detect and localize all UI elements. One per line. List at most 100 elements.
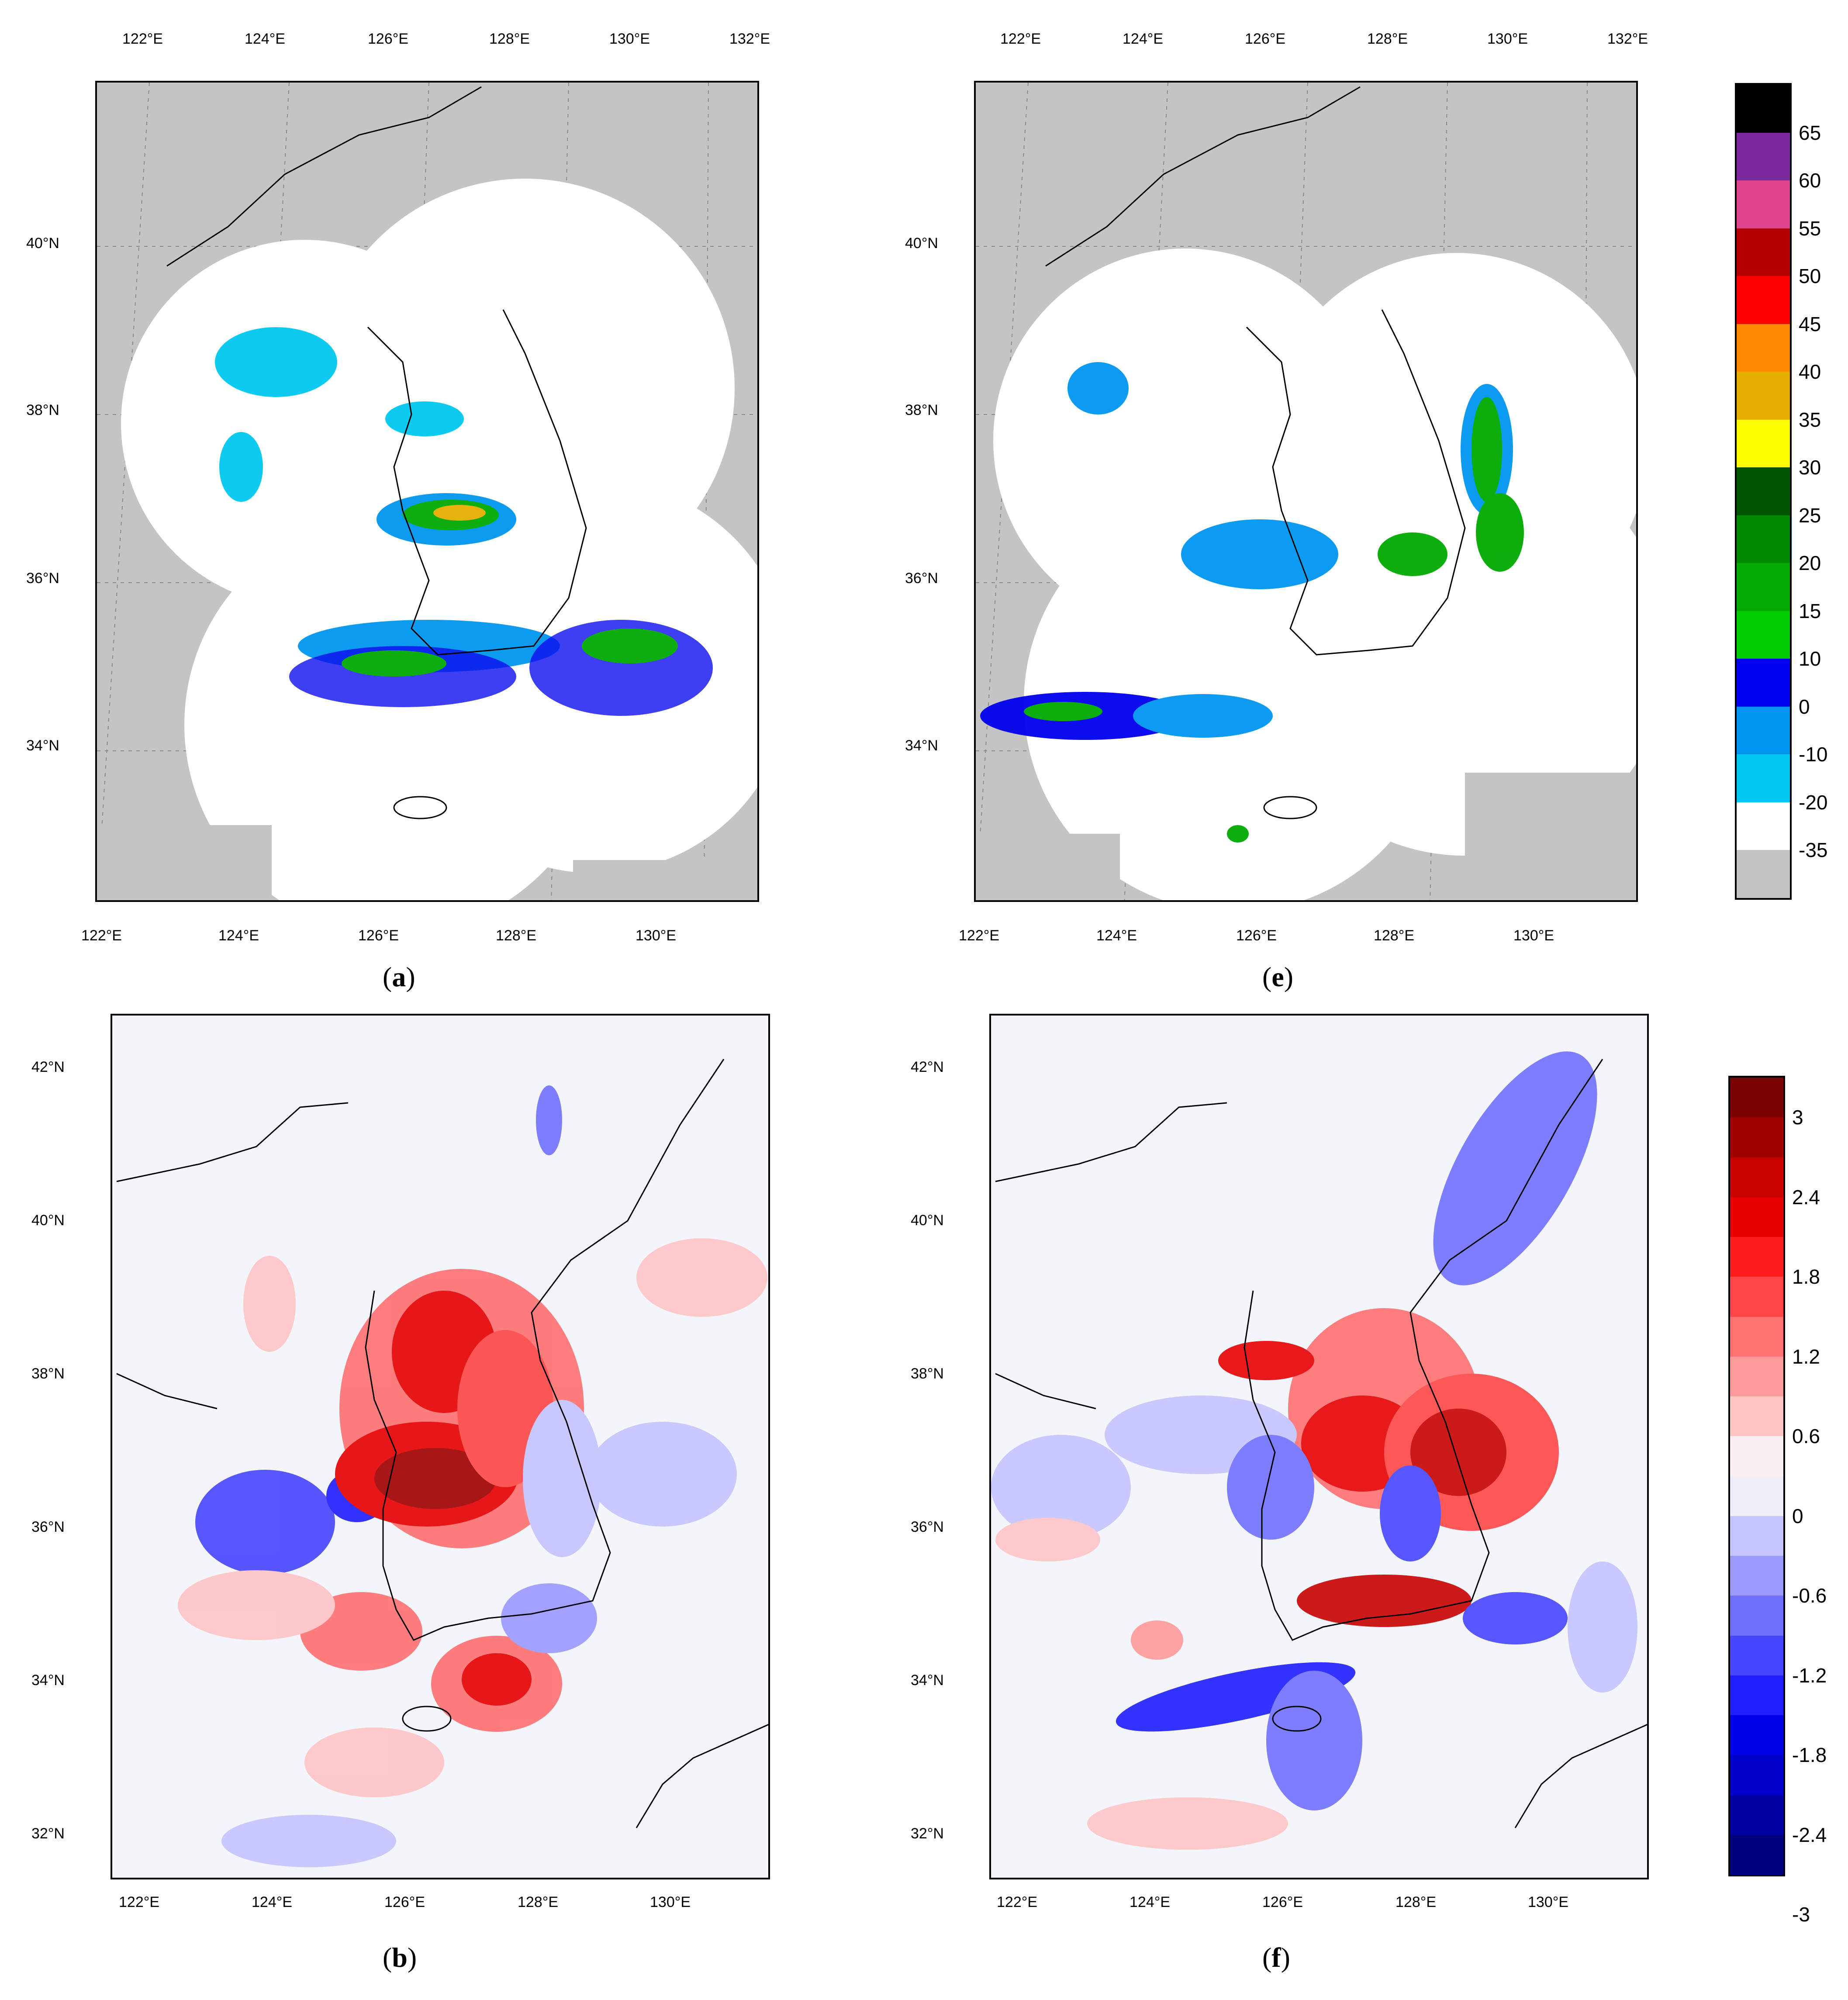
colorbar-swatch (1737, 515, 1790, 563)
colorbar-swatch (1730, 1755, 1783, 1796)
axis-lat-label: 34°N (911, 1672, 944, 1689)
axis-lon-label: 126°E (368, 31, 409, 47)
colorbar-label: -2.4 (1792, 1823, 1827, 1846)
axis-lon-label: 124°E (1123, 31, 1164, 47)
colorbar-swatch (1737, 180, 1790, 229)
axis-lon-label: 124°E (1096, 927, 1137, 944)
caption-letter: f (1271, 1942, 1281, 1973)
colorbar-label: -0.6 (1792, 1584, 1827, 1607)
caption-b: (b) (383, 1941, 417, 1974)
colorbar-swatch (1730, 1675, 1783, 1716)
caption-open: ( (383, 1942, 392, 1973)
colorbar-swatch (1737, 802, 1790, 850)
colorbar-label: 0 (1799, 695, 1810, 718)
colorbar-label: 1.8 (1792, 1265, 1820, 1288)
colorbar-swatch (1737, 659, 1790, 707)
colorbar-label: -1.2 (1792, 1664, 1827, 1687)
axis-lon-label: 122°E (1000, 31, 1041, 47)
colorbar-swatch (1737, 611, 1790, 659)
colorbar-swatch (1737, 419, 1790, 468)
axis-lon-label: 122°E (997, 1894, 1038, 1910)
colorbar-label: 35 (1799, 408, 1821, 431)
axis-lat-label: 38°N (31, 1365, 65, 1382)
axis-lat-label: 36°N (911, 1519, 944, 1535)
axis-lat-label: 36°N (31, 1519, 65, 1535)
colorbar-swatch (1730, 1834, 1783, 1875)
caption-open: ( (1262, 961, 1272, 992)
caption-close: ) (1284, 961, 1294, 992)
colorbar-swatch (1730, 1316, 1783, 1357)
colorbar-swatch (1730, 1635, 1783, 1676)
colorbar-label: 50 (1799, 265, 1821, 288)
axis-lon-label: 126°E (384, 1894, 425, 1910)
axis-lon-label: 128°E (518, 1894, 559, 1910)
colorbar-label: 2.4 (1792, 1185, 1820, 1209)
anomaly-colorbar (1728, 1076, 1785, 1876)
colorbar-swatch (1737, 228, 1790, 276)
colorbar-label: 20 (1799, 552, 1821, 575)
colorbar-swatch (1730, 1356, 1783, 1397)
caption-a: (a) (383, 961, 415, 993)
axis-lon-label: 124°E (252, 1894, 293, 1910)
panel-a-map (95, 81, 759, 902)
caption-e: (e) (1262, 961, 1293, 993)
axis-lat-label: 38°N (911, 1365, 944, 1382)
caption-open: ( (1262, 1942, 1272, 1973)
caption-letter: b (392, 1942, 408, 1973)
axis-lon-label: 130°E (636, 927, 677, 944)
colorbar-label: -35 (1799, 839, 1828, 862)
axis-lon-label: 126°E (1262, 1894, 1303, 1910)
axis-lat-label: 42°N (31, 1059, 65, 1075)
colorbar-swatch (1737, 754, 1790, 803)
colorbar-swatch (1737, 850, 1790, 898)
axis-lon-label: 124°E (245, 31, 286, 47)
axis-lon-label: 128°E (1374, 927, 1415, 944)
colorbar-swatch (1737, 372, 1790, 420)
panel-f-graphics (991, 1051, 1647, 1850)
axis-lon-label: 130°E (1513, 927, 1554, 944)
colorbar-swatch (1737, 706, 1790, 755)
axis-lon-label: 122°E (959, 927, 1000, 944)
colorbar-label: 45 (1799, 312, 1821, 335)
colorbar-label: -20 (1799, 791, 1828, 814)
colorbar-swatch (1737, 467, 1790, 516)
colorbar-swatch (1737, 563, 1790, 611)
colorbar-swatch (1730, 1476, 1783, 1516)
axis-lat-label: 32°N (31, 1825, 65, 1842)
axis-lon-label: 122°E (81, 927, 122, 944)
colorbar-swatch (1730, 1596, 1783, 1636)
colorbar-swatch (1737, 85, 1790, 133)
colorbar-swatch (1730, 1078, 1783, 1118)
colorbar-swatch (1730, 1795, 1783, 1835)
caption-close: ) (1281, 1942, 1290, 1973)
colorbar-label: 55 (1799, 217, 1821, 240)
colorbar-label: 30 (1799, 456, 1821, 479)
caption-close: ) (406, 961, 415, 992)
axis-lon-label: 128°E (496, 927, 537, 944)
colorbar-swatch (1730, 1197, 1783, 1237)
colorbar-label: 10 (1799, 647, 1821, 670)
axis-lon-label: 124°E (1130, 1894, 1171, 1910)
colorbar-label: 65 (1799, 121, 1821, 144)
colorbar-swatch (1730, 1396, 1783, 1437)
panel-e-map (974, 81, 1638, 902)
axis-lat-label: 38°N (26, 402, 59, 418)
colorbar-swatch (1730, 1277, 1783, 1317)
panel-b-map (111, 1014, 770, 1879)
colorbar-label: 15 (1799, 599, 1821, 622)
colorbar-swatch (1730, 1516, 1783, 1556)
caption-close: ) (407, 1942, 417, 1973)
caption-letter: a (392, 961, 406, 992)
axis-lat-label: 34°N (26, 737, 59, 754)
panel-b-graphics (116, 1059, 768, 1867)
colorbar-swatch (1730, 1556, 1783, 1596)
colorbar-label: -3 (1792, 1903, 1810, 1926)
panel-e-graphics (976, 83, 1636, 900)
axis-lon-label: 122°E (122, 31, 163, 47)
colorbar-label: 3 (1792, 1106, 1803, 1129)
axis-lon-label: 130°E (650, 1894, 691, 1910)
axis-lon-label: 128°E (1367, 31, 1408, 47)
axis-lat-label: 36°N (905, 570, 938, 587)
axis-lat-label: 42°N (911, 1059, 944, 1075)
colorbar-swatch (1737, 324, 1790, 372)
